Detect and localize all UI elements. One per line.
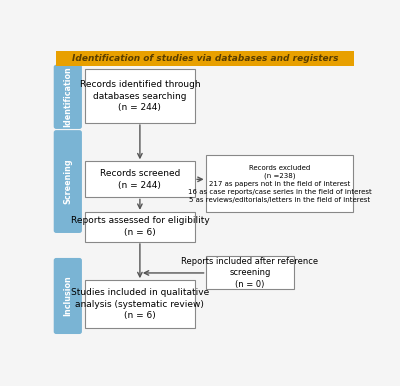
Text: Records screened
(n = 244): Records screened (n = 244) xyxy=(100,169,180,190)
FancyBboxPatch shape xyxy=(85,161,195,197)
FancyBboxPatch shape xyxy=(54,130,82,233)
Text: Reports assessed for eligibility
(n = 6): Reports assessed for eligibility (n = 6) xyxy=(70,217,209,237)
Text: Records excluded
(n =238)
217 as papers not in the field of interest
16 as case : Records excluded (n =238) 217 as papers … xyxy=(188,165,371,203)
FancyBboxPatch shape xyxy=(54,65,82,129)
FancyBboxPatch shape xyxy=(56,51,354,66)
FancyBboxPatch shape xyxy=(85,280,195,328)
Text: Inclusion: Inclusion xyxy=(63,276,72,317)
Text: Studies included in qualitative
analysis (systematic review)
(n = 6): Studies included in qualitative analysis… xyxy=(71,288,209,320)
Text: Screening: Screening xyxy=(63,159,72,204)
FancyBboxPatch shape xyxy=(85,69,195,123)
FancyBboxPatch shape xyxy=(206,156,353,212)
Text: Reports included after reference
screening
(n = 0): Reports included after reference screeni… xyxy=(181,257,318,289)
Text: Records identified through
databases searching
(n = 244): Records identified through databases sea… xyxy=(80,80,200,112)
Text: Identification: Identification xyxy=(63,66,72,127)
Text: Identification of studies via databases and registers: Identification of studies via databases … xyxy=(72,54,338,63)
FancyBboxPatch shape xyxy=(85,212,195,242)
FancyBboxPatch shape xyxy=(206,256,294,290)
FancyBboxPatch shape xyxy=(54,258,82,334)
